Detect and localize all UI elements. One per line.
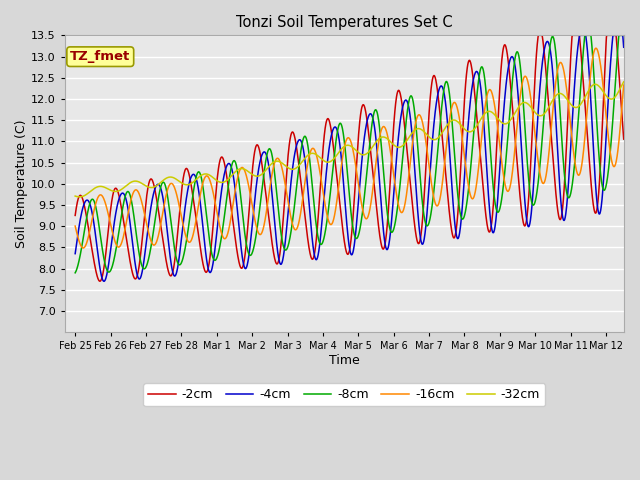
-8cm — [71, 270, 79, 276]
-2cm — [100, 268, 108, 274]
-32cm — [100, 184, 108, 190]
-2cm — [620, 136, 628, 142]
-2cm — [96, 278, 104, 284]
Text: TZ_fmet: TZ_fmet — [70, 50, 131, 63]
-32cm — [604, 95, 612, 101]
-16cm — [592, 45, 600, 51]
-8cm — [323, 215, 331, 221]
-16cm — [504, 188, 511, 194]
Line: -4cm: -4cm — [75, 36, 624, 281]
-16cm — [79, 245, 87, 251]
Line: -32cm: -32cm — [75, 82, 624, 197]
-2cm — [605, 33, 612, 38]
-4cm — [339, 164, 346, 170]
-8cm — [620, 33, 628, 38]
-8cm — [99, 252, 107, 257]
-4cm — [604, 99, 612, 105]
-4cm — [504, 71, 511, 77]
-16cm — [324, 215, 332, 220]
-16cm — [605, 134, 612, 140]
-8cm — [581, 33, 589, 38]
-2cm — [534, 33, 542, 38]
Line: -16cm: -16cm — [75, 48, 624, 248]
-2cm — [71, 213, 79, 218]
-2cm — [504, 52, 511, 58]
-32cm — [324, 159, 332, 165]
-8cm — [604, 170, 612, 176]
-16cm — [100, 195, 108, 201]
-2cm — [324, 116, 332, 121]
Title: Tonzi Soil Temperatures Set C: Tonzi Soil Temperatures Set C — [236, 15, 452, 30]
-32cm — [504, 120, 511, 126]
-8cm — [604, 172, 612, 178]
-4cm — [576, 33, 584, 38]
-4cm — [71, 251, 79, 256]
-16cm — [71, 223, 79, 229]
-16cm — [339, 157, 346, 163]
-16cm — [604, 132, 612, 137]
-8cm — [503, 144, 511, 149]
-32cm — [620, 79, 628, 84]
-4cm — [605, 95, 612, 100]
Legend: -2cm, -4cm, -8cm, -16cm, -32cm: -2cm, -4cm, -8cm, -16cm, -32cm — [143, 383, 545, 406]
-4cm — [100, 278, 108, 284]
-16cm — [620, 82, 628, 88]
-32cm — [339, 145, 346, 151]
-2cm — [604, 33, 612, 38]
X-axis label: Time: Time — [329, 354, 360, 367]
-8cm — [338, 123, 346, 129]
-4cm — [99, 278, 107, 284]
-4cm — [324, 157, 332, 163]
Line: -8cm: -8cm — [75, 36, 624, 273]
-32cm — [71, 193, 79, 199]
-32cm — [76, 194, 83, 200]
-2cm — [339, 222, 346, 228]
-32cm — [604, 95, 612, 100]
Y-axis label: Soil Temperature (C): Soil Temperature (C) — [15, 120, 28, 248]
Line: -2cm: -2cm — [75, 36, 624, 281]
-4cm — [620, 44, 628, 50]
